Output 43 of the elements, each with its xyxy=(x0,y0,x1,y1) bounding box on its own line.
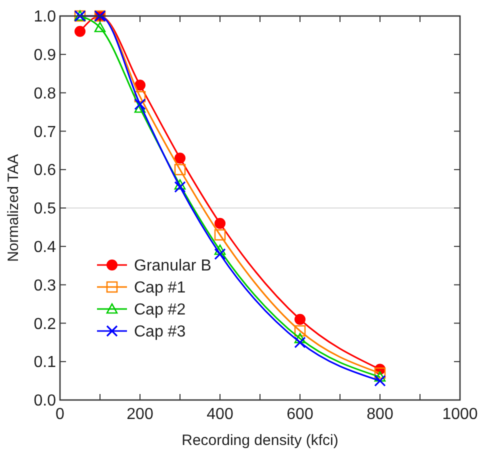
point xyxy=(134,90,146,102)
y-tick-label: 0.9 xyxy=(34,47,56,64)
x-tick-label: 1000 xyxy=(442,406,478,423)
x-tick-label: 0 xyxy=(56,406,65,423)
point xyxy=(214,244,226,255)
point xyxy=(374,371,386,382)
y-axis-title: Normalized TAA xyxy=(5,154,22,262)
legend-label: Granular B xyxy=(134,258,212,275)
x-tick-label: 800 xyxy=(366,406,394,423)
point xyxy=(214,218,226,229)
point xyxy=(174,164,186,176)
y-tick-label: 0.8 xyxy=(34,85,56,102)
y-tick-label: 0.2 xyxy=(34,316,56,333)
point xyxy=(294,325,306,337)
y-tick-label: 0.5 xyxy=(34,200,56,218)
x-tick-label: 400 xyxy=(206,406,234,423)
legend-label: Cap #1 xyxy=(134,280,186,297)
point xyxy=(294,336,306,348)
point xyxy=(134,80,146,91)
x-tick-label: 600 xyxy=(286,406,314,423)
point xyxy=(174,152,186,164)
y-tick-label: 0.4 xyxy=(34,239,56,256)
point xyxy=(294,332,306,344)
y-tick-label: 0.3 xyxy=(34,277,56,294)
y-tick-label: 0.0 xyxy=(34,392,56,410)
point xyxy=(374,375,386,387)
point xyxy=(74,26,86,37)
point xyxy=(214,248,226,260)
y-tick-label: 0.7 xyxy=(34,124,56,141)
legend-label: Cap #2 xyxy=(134,302,186,319)
y-tick-label: 1.0 xyxy=(34,8,56,26)
point xyxy=(294,314,306,325)
y-tick-label: 0.6 xyxy=(34,162,56,180)
point xyxy=(214,229,226,241)
point xyxy=(134,98,146,110)
point xyxy=(94,22,106,32)
x-axis-title: Recording density (kfci) xyxy=(182,432,338,449)
y-tick-label: 0.1 xyxy=(34,354,56,372)
legend-label: Cap #3 xyxy=(134,324,186,341)
point xyxy=(174,181,186,193)
x-tick-label: 200 xyxy=(126,406,154,423)
point xyxy=(374,367,386,379)
point xyxy=(174,179,186,190)
